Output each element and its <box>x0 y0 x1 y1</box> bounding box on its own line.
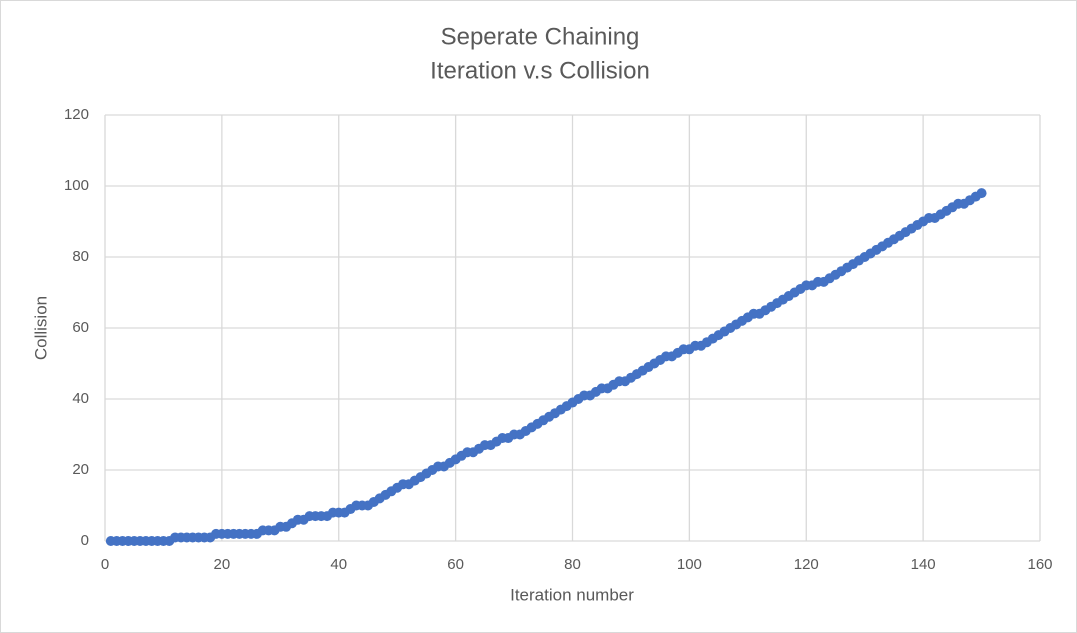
x-tick-label: 160 <box>1027 556 1052 573</box>
x-tick-label: 40 <box>330 556 347 573</box>
y-tick-label: 60 <box>72 319 89 336</box>
y-tick-label: 100 <box>64 177 89 194</box>
data-point <box>976 188 987 199</box>
chart-subtitle: Iteration v.s Collision <box>430 57 650 84</box>
x-tick-label: 20 <box>214 556 231 573</box>
y-tick-label: 120 <box>64 106 89 123</box>
x-tick-label: 120 <box>794 556 819 573</box>
y-tick-label: 40 <box>72 390 89 407</box>
x-tick-label: 140 <box>911 556 936 573</box>
x-tick-label: 80 <box>564 556 581 573</box>
chart-title: Seperate Chaining <box>441 23 640 50</box>
y-axis-label: Collision <box>31 296 50 360</box>
y-tick-label: 0 <box>81 532 89 549</box>
y-tick-label: 20 <box>72 461 89 478</box>
x-axis-label: Iteration number <box>510 585 634 604</box>
x-tick-label: 60 <box>447 556 464 573</box>
x-tick-label: 0 <box>101 556 109 573</box>
x-tick-label: 100 <box>677 556 702 573</box>
y-tick-label: 80 <box>72 248 89 265</box>
